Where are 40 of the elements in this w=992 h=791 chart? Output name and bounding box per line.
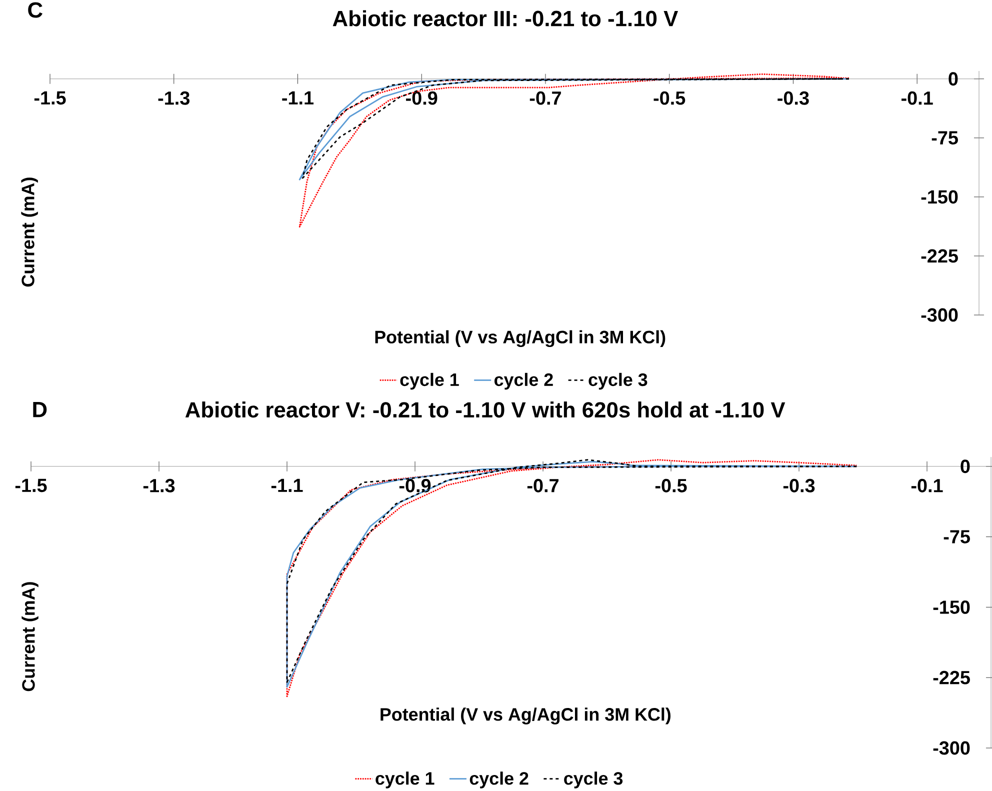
x-tick-label: -1.5	[15, 478, 47, 492]
legend-label: cycle 2	[494, 372, 553, 390]
y-tick-label: -225	[933, 670, 970, 684]
y-axis-title: Current (mA)	[22, 582, 38, 692]
x-tick-label: -0.3	[778, 91, 809, 105]
y-tick-label: -300	[921, 308, 958, 322]
y-tick-label: 0	[960, 460, 970, 474]
x-tick-label: -1.3	[158, 91, 190, 105]
y-tick-label: -150	[933, 600, 970, 614]
y-tick-label: -75	[932, 131, 958, 145]
x-axis-title: Potential (V vs Ag/AgCl in 3M KCl)	[380, 708, 670, 724]
x-tick-label: -0.5	[655, 478, 687, 492]
legend-label: cycle 1	[376, 772, 434, 788]
y-tick-label: -300	[933, 741, 970, 755]
x-tick-label: -0.5	[654, 91, 686, 105]
x-tick-label: -0.9	[399, 478, 431, 492]
x-tick-label: -1.1	[282, 91, 314, 104]
x-tick-label: -0.7	[527, 478, 558, 492]
y-tick-label: -75	[944, 530, 970, 544]
x-tick-label: -0.3	[783, 478, 815, 492]
y-tick-label: -150	[921, 190, 958, 204]
x-tick-label: -1.1	[271, 478, 303, 492]
chart-title: Abiotic reactor III: -0.21 to -1.10 V	[332, 10, 678, 26]
legend-label: cycle 3	[588, 372, 648, 390]
x-tick-label: -0.1	[902, 91, 933, 105]
y-tick-label: -225	[921, 249, 958, 263]
legend-label: cycle 3	[564, 772, 623, 788]
y-axis-title: Current (mA)	[21, 178, 38, 287]
legend-label: cycle 1	[400, 372, 459, 390]
y-tick-label: 0	[948, 72, 958, 86]
text: D	[33, 402, 47, 418]
x-tick-label: -0.9	[406, 91, 438, 105]
x-tick-label: -1.3	[143, 478, 175, 492]
chart-title: Abiotic reactor V: -0.21 to -1.10 V with 620s hold at -1.10 V	[185, 402, 786, 418]
x-tick-label: -0.1	[911, 478, 943, 492]
x-axis-title: Potential (V vs Ag/AgCl in 3M KCl)	[375, 330, 666, 348]
x-tick-label: -1.5	[34, 91, 66, 105]
x-tick-label: -0.7	[530, 91, 561, 105]
legend-label: cycle 2	[470, 772, 528, 788]
text: C	[28, 2, 42, 18]
